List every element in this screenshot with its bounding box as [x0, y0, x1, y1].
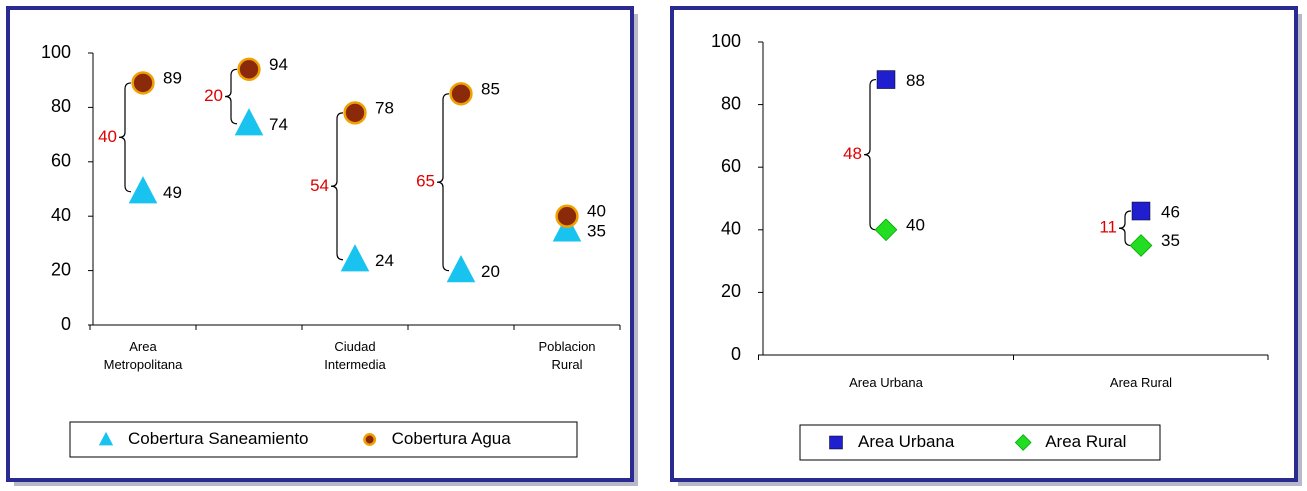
value-label: 88 — [906, 71, 925, 90]
value-label: 74 — [269, 115, 288, 134]
y-tick-label: 60 — [51, 151, 71, 171]
marker-circle — [555, 204, 579, 228]
difference-label: 65 — [416, 172, 435, 191]
difference-label: 11 — [1099, 218, 1117, 237]
marker-diamond — [1129, 234, 1153, 257]
value-label: 35 — [1161, 231, 1180, 250]
marker-circle — [343, 101, 367, 125]
legend-box — [69, 421, 578, 458]
marker-circle — [131, 71, 155, 95]
brace — [330, 112, 344, 261]
y-tick-label: 60 — [721, 156, 741, 176]
marker-square — [829, 435, 843, 450]
x-tick-label: Ciudad Intermedia — [324, 339, 386, 372]
y-tick-label: 100 — [41, 42, 71, 62]
marker-circle — [237, 57, 261, 81]
y-tick-label: 80 — [721, 93, 741, 113]
y-tick-label: 0 — [731, 344, 741, 364]
marker-triangle — [98, 431, 114, 446]
y-tick-label: 0 — [61, 314, 71, 334]
marker-diamond — [874, 218, 898, 242]
value-label: 49 — [163, 183, 182, 202]
difference-label: 40 — [98, 127, 117, 146]
marker-circle — [449, 82, 473, 106]
value-label: 78 — [375, 98, 394, 117]
marker-triangle — [234, 108, 264, 136]
marker-triangle — [340, 244, 370, 272]
value-label: 35 — [587, 221, 606, 240]
marker-triangle — [446, 255, 476, 283]
brace — [224, 68, 238, 125]
legend-box — [799, 424, 1161, 461]
x-tick-label: Area Rural — [1109, 375, 1173, 390]
x-tick-label: Area Urbana — [849, 375, 923, 390]
y-tick-label: 40 — [721, 219, 741, 239]
y-tick-label: 40 — [51, 205, 71, 225]
marker-triangle — [128, 176, 158, 204]
marker-square — [1131, 201, 1151, 221]
difference-label: 20 — [204, 86, 223, 105]
brace — [863, 78, 877, 231]
marker-circle — [363, 433, 377, 446]
value-label: 46 — [1161, 203, 1180, 222]
value-label: 40 — [587, 202, 606, 221]
difference-label: 48 — [843, 144, 862, 163]
panel — [6, 6, 634, 482]
value-label: 20 — [481, 262, 500, 281]
legend-label: Cobertura Saneamiento — [128, 429, 309, 448]
value-label: 40 — [906, 215, 925, 234]
y-tick-label: 100 — [711, 31, 741, 51]
brace — [436, 93, 450, 272]
brace — [1118, 210, 1132, 247]
y-tick-label: 20 — [51, 259, 71, 279]
brace — [118, 82, 132, 193]
marker-diamond — [1014, 434, 1032, 451]
value-label: 94 — [269, 55, 288, 74]
value-label: 24 — [375, 251, 394, 270]
x-tick-label: Poblacion Rural — [538, 339, 596, 372]
x-tick-label: Area Metropolitana — [103, 339, 183, 372]
panel — [670, 6, 1298, 482]
marker-square — [876, 70, 896, 89]
y-tick-label: 80 — [51, 96, 71, 116]
legend-label: Area Rural — [1045, 432, 1126, 451]
marker-triangle — [552, 214, 582, 242]
legend-label: Cobertura Agua — [392, 429, 512, 448]
y-tick-label: 20 — [721, 281, 741, 301]
difference-label: 54 — [310, 176, 329, 195]
value-label: 85 — [481, 79, 500, 98]
value-label: 89 — [163, 68, 182, 87]
legend-label: Area Urbana — [858, 432, 955, 451]
